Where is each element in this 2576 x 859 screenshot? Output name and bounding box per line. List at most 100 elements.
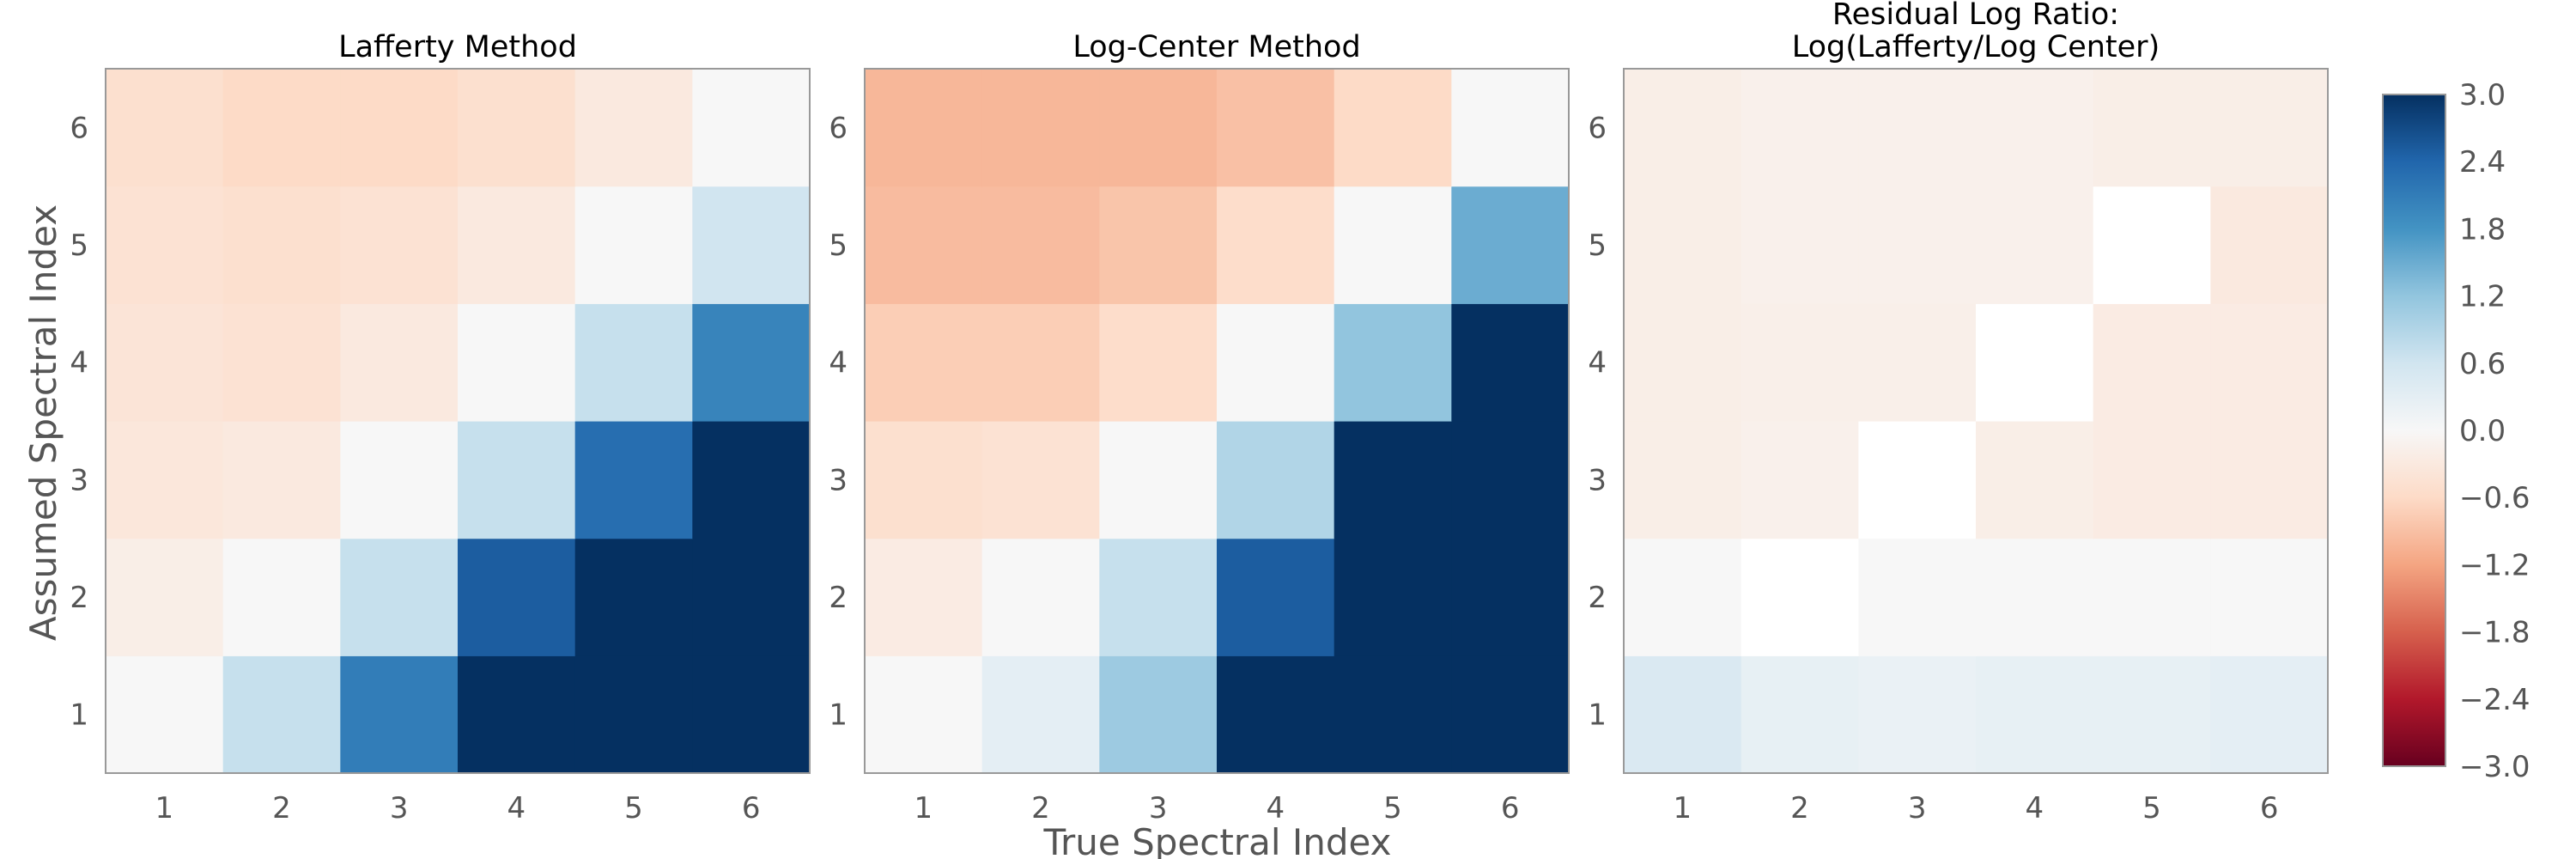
heatmap-cell: [458, 303, 576, 422]
heatmap-cell: [1451, 186, 1570, 304]
heatmap-cell: [1099, 538, 1218, 656]
heatmap-cell: [1976, 421, 2094, 539]
heatmap-cell: [106, 655, 224, 774]
y-tick-label: 3: [70, 463, 88, 497]
panel-frame: [864, 68, 1570, 774]
heatmap-panel: 1 2 3 4 5 6 1 2 3 4 5 6 Residual Log Ratio:Log(Laffe…: [1588, 0, 2329, 825]
y-tick-label: 2: [829, 581, 848, 615]
x-tick-label: 4: [507, 791, 526, 825]
x-tick-label: 4: [1267, 791, 1285, 825]
colorbar-tick-label: −2.4: [2459, 683, 2530, 717]
heatmap-panel: 1 2 3 4 5 6 1 2 3 4 5 6 Log-Center Method: [829, 30, 1570, 825]
heatmap-cell: [2210, 303, 2329, 422]
heatmap-cell: [1334, 655, 1452, 774]
panel-title: Residual Log Ratio:: [1832, 0, 2119, 32]
heatmap-cell: [2093, 186, 2211, 304]
x-axis-label: True Spectral Index: [1043, 821, 1392, 859]
heatmap-cell: [1858, 186, 1977, 304]
heatmap-cell: [222, 186, 341, 304]
y-tick-label: 2: [1588, 581, 1607, 615]
heatmap-cell: [1334, 186, 1452, 304]
heatmap-cell: [574, 69, 693, 187]
heatmap-cell: [1858, 538, 1977, 656]
colorbar-tick-label: −3.0: [2459, 750, 2530, 784]
heatmap-cell: [692, 655, 811, 774]
x-tick-label: 2: [1031, 791, 1050, 825]
heatmap-cell: [1099, 655, 1218, 774]
heatmap-cell: [1624, 303, 1742, 422]
x-tick-label: 4: [2026, 791, 2044, 825]
heatmap-panels: 1 2 3 4 5 6 1 2 3 4 5 6 Lafferty Method 1 2 3 4 5 6 1 2 3 4 5 6 L…: [70, 0, 2329, 825]
heatmap-cell: [1976, 538, 2094, 656]
y-tick-label: 6: [1588, 111, 1607, 145]
colorbar-tick-label: −0.6: [2459, 481, 2530, 515]
heatmap-cell: [1099, 69, 1218, 187]
y-tick-label: 3: [829, 463, 848, 497]
heatmap-cell: [2093, 538, 2211, 656]
heatmap-cell: [1741, 421, 1859, 539]
x-tick-label: 3: [390, 791, 409, 825]
heatmap-cell: [1976, 69, 2094, 187]
colorbar-gradient: [2383, 94, 2445, 766]
x-tick-label: 6: [2260, 791, 2279, 825]
heatmap-cell: [574, 538, 693, 656]
heatmap-cell: [1624, 421, 1742, 539]
heatmap-cell: [1741, 303, 1859, 422]
heatmap-cell: [1099, 186, 1218, 304]
y-tick-label: 1: [829, 698, 848, 733]
heatmap-cell: [1858, 303, 1977, 422]
heatmap-cell: [981, 655, 1100, 774]
heatmap-cell: [1624, 69, 1742, 187]
heatmap-cell: [2210, 655, 2329, 774]
heatmap-cell: [458, 69, 576, 187]
heatmap-cell: [1334, 538, 1452, 656]
heatmap-cell: [1741, 655, 1859, 774]
x-tick-label: 5: [624, 791, 643, 825]
heatmap-cell: [981, 186, 1100, 304]
colorbar-frame: [2382, 94, 2446, 767]
heatmap-cell: [1624, 538, 1742, 656]
colorbar-tick-label: −1.8: [2459, 616, 2530, 650]
y-tick-label: 5: [1588, 228, 1607, 263]
heatmap-cell: [2093, 69, 2211, 187]
heatmap-cell: [458, 538, 576, 656]
y-tick-label: 3: [1588, 463, 1607, 497]
heatmap-cell: [981, 69, 1100, 187]
heatmap-cell: [1217, 69, 1335, 187]
heatmap-cell: [1099, 421, 1218, 539]
heatmap-cell: [222, 538, 341, 656]
heatmap-cell: [106, 303, 224, 422]
heatmap-cell: [1217, 303, 1335, 422]
heatmap-cell: [2210, 69, 2329, 187]
heatmap-cell: [2093, 421, 2211, 539]
heatmap-cell: [865, 303, 983, 422]
heatmap-cell: [865, 421, 983, 539]
heatmap-cell: [692, 421, 811, 539]
heatmap-cell: [222, 303, 341, 422]
heatmap-cell: [1624, 655, 1742, 774]
colorbar-tick-label: 3.0: [2459, 78, 2506, 113]
heatmap-cell: [340, 69, 459, 187]
x-tick-label: 2: [1790, 791, 1809, 825]
heatmap-cell: [574, 421, 693, 539]
heatmap-cell: [1976, 303, 2094, 422]
x-tick-label: 1: [914, 791, 933, 825]
heatmap-cell: [865, 538, 983, 656]
panel-title: Lafferty Method: [338, 30, 577, 64]
x-tick-label: 2: [272, 791, 291, 825]
colorbar-tick-label: 1.2: [2459, 280, 2506, 314]
heatmap-cell: [340, 303, 459, 422]
heatmap-cell: [1334, 303, 1452, 422]
heatmap-cell: [458, 186, 576, 304]
heatmap-cell: [106, 538, 224, 656]
heatmap-cell: [1334, 69, 1452, 187]
heatmap-cell: [1741, 538, 1859, 656]
panel-title: Log(Lafferty/Log Center): [1792, 30, 2160, 64]
heatmap-cell: [106, 421, 224, 539]
heatmap-cell: [981, 303, 1100, 422]
heatmap-cell: [1624, 186, 1742, 304]
heatmap-cell: [2093, 655, 2211, 774]
heatmap-cell: [340, 421, 459, 539]
x-tick-label: 3: [1149, 791, 1168, 825]
